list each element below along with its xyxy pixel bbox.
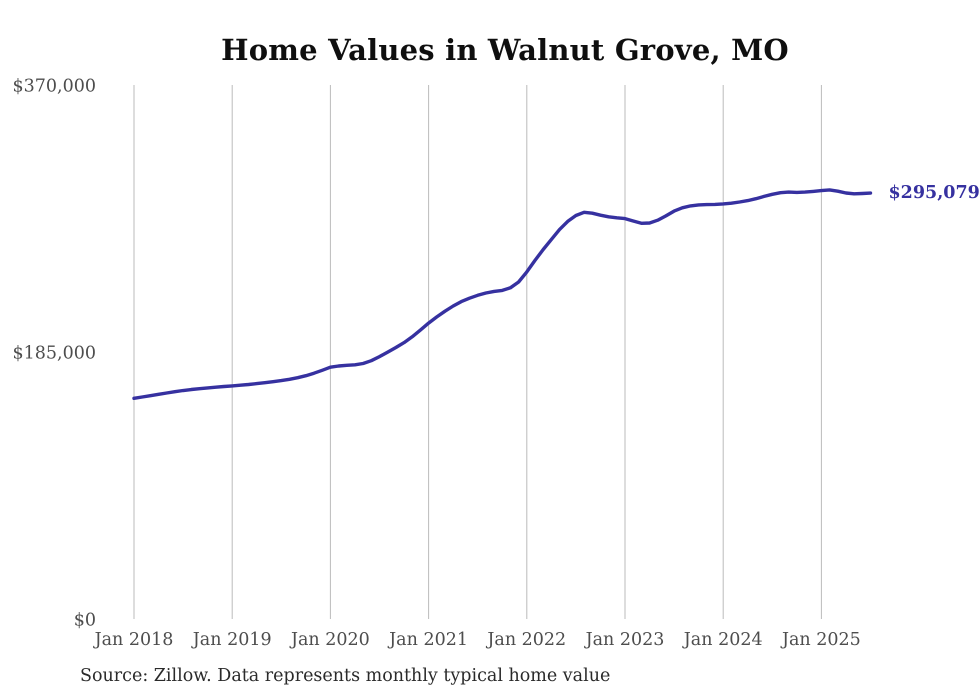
- x-tick-label: Jan 2022: [485, 630, 566, 650]
- x-tick-label: Jan 2023: [584, 630, 665, 650]
- y-tick-label: $370,000: [12, 77, 96, 97]
- x-tick-label: Jan 2020: [289, 630, 370, 650]
- home-values-line-chart: $0 $185,000 $370,000 Jan 2018 Jan 2019 Jan 20…: [12, 77, 980, 651]
- x-tick-label: Jan 2019: [191, 630, 272, 650]
- chart-title: Home Values in Walnut Grove, MO: [221, 33, 789, 67]
- source-note: Source: Zillow. Data represents monthly …: [80, 666, 611, 686]
- y-tick-label: $0: [74, 611, 96, 631]
- x-tick-label: Jan 2025: [780, 630, 861, 650]
- home-value-line: [132, 188, 873, 400]
- y-tick-label: $185,000: [12, 344, 96, 364]
- current-value-label: $295,079: [889, 183, 980, 203]
- x-tick-label: Jan 2021: [387, 630, 468, 650]
- x-tick-label: Jan 2018: [93, 630, 174, 650]
- x-tick-label: Jan 2024: [682, 630, 763, 650]
